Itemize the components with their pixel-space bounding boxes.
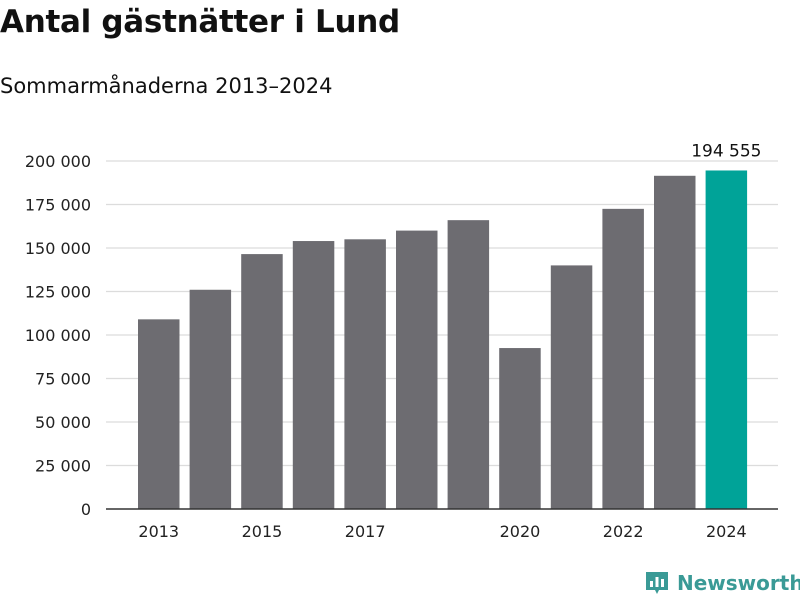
bar-highlight	[705, 170, 748, 509]
y-tick-label: 75 000	[35, 370, 91, 389]
x-tick-label: 2024	[706, 522, 747, 541]
y-tick-label: 25 000	[35, 457, 91, 476]
bar	[292, 241, 335, 510]
y-tick-label: 0	[81, 500, 91, 519]
bar	[550, 265, 593, 509]
x-tick-label: 2015	[242, 522, 283, 541]
bar	[654, 175, 696, 510]
bar	[602, 208, 644, 509]
bar	[138, 319, 180, 509]
x-tick-label: 2020	[500, 522, 541, 541]
x-tick-label: 2022	[603, 522, 644, 541]
y-tick-label: 175 000	[25, 196, 91, 215]
bars	[138, 170, 748, 510]
x-tick-label: 2013	[138, 522, 179, 541]
data-label: 194 555	[691, 141, 761, 161]
y-tick-label: 125 000	[25, 283, 91, 302]
bar	[344, 239, 386, 510]
bar	[499, 348, 541, 509]
bar	[241, 254, 283, 509]
tick-labels: 0 25 000 50 000 75 000 100 000 125 000 150 000…	[25, 141, 762, 541]
newsworthy-logo: Newsworthy	[644, 570, 800, 596]
chart-subtitle: Sommarmånaderna 2013–2024	[0, 74, 333, 98]
newsworthy-logo-icon	[646, 572, 668, 594]
x-tick-label: 2017	[345, 522, 386, 541]
y-tick-label: 150 000	[25, 239, 91, 258]
brand-name: Newsworthy	[677, 571, 800, 595]
bar	[189, 289, 232, 509]
y-tick-label: 100 000	[25, 326, 91, 345]
y-tick-label: 50 000	[35, 413, 91, 432]
bar	[396, 230, 438, 509]
bar	[447, 220, 490, 509]
y-tick-label: 200 000	[25, 152, 91, 171]
chart-title: Antal gästnätter i Lund	[0, 4, 400, 40]
